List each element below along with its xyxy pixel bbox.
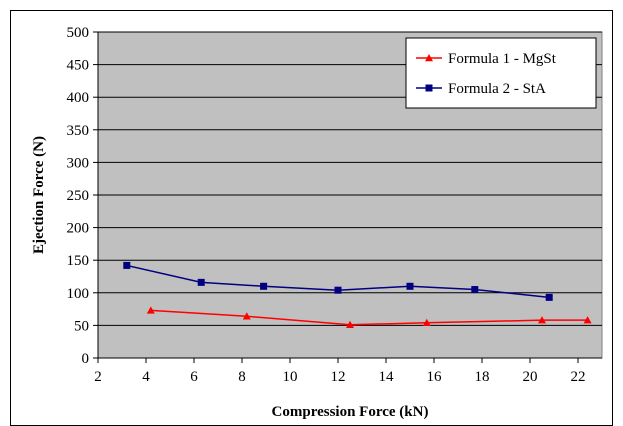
x-tick-label: 12 [331,369,346,385]
y-tick-label: 350 [67,123,90,139]
y-tick-label: 150 [67,253,90,269]
series-line-1 [150,309,588,326]
data-point [334,286,342,294]
data-point [146,306,155,314]
y-axis-title: Ejection Force (N) [31,136,47,254]
y-tick-label: 450 [67,58,90,74]
data-point [406,282,414,290]
data-point [545,293,553,301]
data-point [260,282,268,290]
axes [93,31,602,363]
y-tick-label: 200 [67,221,90,237]
x-tick-label: 4 [142,369,150,385]
data-point [242,312,251,320]
x-tick-label: 20 [523,369,538,385]
x-tick-label: 6 [190,369,198,385]
series [123,261,592,328]
y-tick-label: 400 [67,90,90,106]
data-point [422,318,431,326]
y-tick-label: 0 [82,351,90,367]
y-tick-label: 300 [67,155,90,171]
x-tick-labels: 2 4 6 8 10 12 14 16 18 20 22 [94,369,585,385]
legend: Formula 1 - MgSt Formula 2 - StA [405,37,597,109]
y-tick-label: 50 [74,318,89,334]
x-tick-label: 2 [94,369,102,385]
legend-label-formula-2: Formula 2 - StA [448,81,546,97]
x-axis-title: Compression Force (kN) [272,404,429,420]
x-tick-label: 18 [475,369,490,385]
data-point [346,320,354,328]
legend-box [405,37,597,109]
x-tick-label: 22 [571,369,586,385]
x-tick-label: 10 [283,369,298,385]
y-tick-labels: 0 50 100 150 200 250 300 350 400 450 500 [67,25,90,367]
y-tick-label: 500 [67,25,90,41]
legend-marker-formula-2 [425,84,433,92]
legend-label-formula-1: Formula 1 - MgSt [448,51,557,67]
data-point [583,316,592,324]
data-point [123,261,131,269]
data-point [538,316,546,324]
legend-marker-formula-1 [425,54,433,62]
data-point [197,278,205,286]
y-tick-label: 250 [67,188,90,204]
x-tick-label: 8 [238,369,246,385]
y-tick-label: 100 [67,286,90,302]
x-tick-label: 14 [379,369,395,385]
x-tick-label: 16 [427,369,443,385]
data-point [471,286,479,294]
